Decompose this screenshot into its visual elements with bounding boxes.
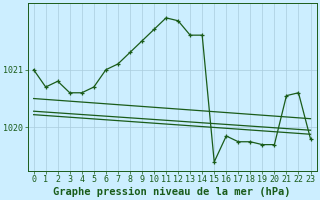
X-axis label: Graphe pression niveau de la mer (hPa): Graphe pression niveau de la mer (hPa) [53, 186, 291, 197]
